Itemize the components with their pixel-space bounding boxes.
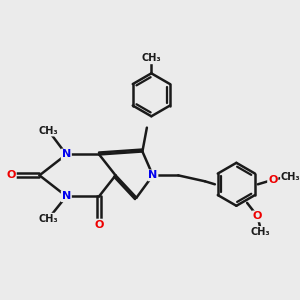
Text: O: O	[253, 211, 262, 221]
Text: CH₃: CH₃	[39, 126, 58, 136]
Text: N: N	[148, 170, 158, 180]
Text: O: O	[94, 220, 104, 230]
Text: N: N	[62, 149, 71, 160]
Text: CH₃: CH₃	[281, 172, 300, 182]
Text: N: N	[62, 191, 71, 201]
Text: CH₃: CH₃	[142, 53, 161, 63]
Text: O: O	[268, 175, 278, 185]
Text: CH₃: CH₃	[39, 214, 58, 224]
Text: CH₃: CH₃	[251, 227, 270, 237]
Text: O: O	[6, 170, 16, 180]
